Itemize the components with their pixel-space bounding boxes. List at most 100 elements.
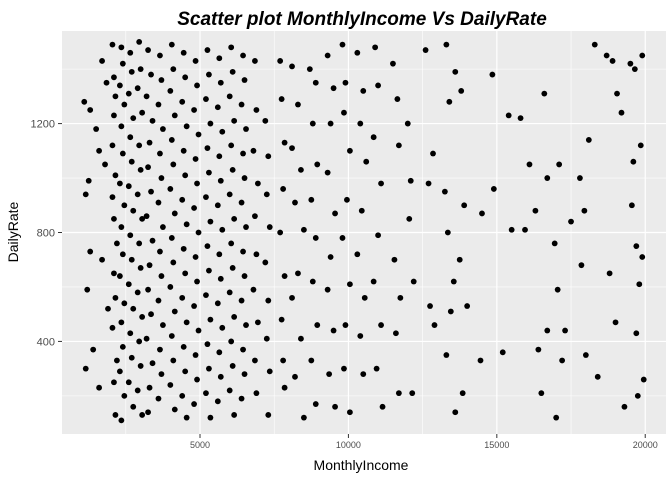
data-point (517, 115, 524, 122)
data-point (630, 158, 637, 165)
data-point (116, 273, 123, 279)
data-point (312, 79, 319, 86)
data-point (99, 58, 105, 64)
data-point (116, 180, 123, 187)
data-point (330, 85, 337, 92)
data-point (238, 395, 245, 402)
data-point (192, 254, 199, 260)
data-point (280, 186, 287, 192)
data-point (298, 166, 304, 173)
data-point (155, 297, 162, 304)
data-point (134, 387, 141, 394)
data-point (149, 117, 156, 124)
data-point (277, 58, 284, 64)
data-point (195, 131, 202, 138)
data-point (231, 314, 238, 320)
data-point (606, 270, 613, 277)
data-point (85, 177, 92, 184)
data-point (633, 330, 640, 337)
x-tick-label: 10000 (336, 440, 361, 450)
data-point (308, 196, 315, 203)
data-point (93, 126, 100, 132)
data-point (146, 139, 153, 146)
data-point (109, 194, 116, 201)
data-point (532, 207, 539, 214)
data-point (229, 264, 236, 271)
data-point (148, 311, 154, 318)
data-point (344, 196, 350, 203)
data-point (332, 210, 338, 217)
data-point (393, 330, 399, 337)
data-point (146, 262, 153, 269)
data-point (490, 186, 497, 192)
data-point (194, 180, 200, 187)
data-point (450, 278, 457, 285)
data-point (204, 243, 211, 250)
data-point (241, 77, 248, 83)
data-point (204, 47, 211, 53)
data-point (207, 414, 214, 421)
data-point (295, 101, 301, 108)
data-point (180, 147, 187, 154)
data-point (354, 49, 361, 56)
data-point (628, 202, 635, 209)
data-point (544, 327, 551, 334)
data-point (262, 259, 269, 266)
data-point (118, 123, 125, 130)
data-point (479, 210, 485, 217)
data-point (226, 387, 233, 394)
data-point (452, 68, 459, 75)
data-point (130, 403, 137, 410)
data-point (228, 240, 235, 247)
data-point (370, 278, 377, 285)
data-point (206, 267, 212, 274)
data-point (146, 384, 153, 391)
data-point (191, 107, 197, 113)
data-point (167, 88, 174, 94)
data-point (441, 188, 448, 195)
data-point (292, 373, 298, 380)
data-point (160, 126, 166, 132)
x-tick-label: 20000 (633, 440, 658, 450)
data-point (203, 96, 209, 102)
y-tick-label: 800 (37, 228, 55, 240)
data-point (379, 403, 386, 410)
data-point (192, 352, 199, 358)
data-point (155, 101, 162, 108)
data-point (458, 88, 465, 94)
data-point (309, 120, 316, 127)
data-point (121, 101, 128, 108)
data-point (87, 248, 94, 255)
data-point (577, 175, 583, 181)
data-point (243, 224, 249, 230)
data-point (191, 303, 197, 309)
data-point (216, 349, 223, 356)
data-point (292, 199, 298, 206)
data-point (360, 88, 367, 94)
data-point (180, 343, 187, 350)
data-point (182, 368, 189, 375)
data-point (143, 93, 150, 100)
data-point (231, 117, 238, 124)
data-point (168, 235, 175, 241)
data-point (390, 60, 396, 67)
data-point (192, 58, 199, 64)
data-point (145, 409, 151, 416)
data-point (134, 191, 141, 198)
data-point (342, 322, 349, 328)
data-point (253, 251, 260, 258)
data-point (168, 137, 175, 143)
data-point (216, 251, 223, 258)
data-point (300, 414, 307, 421)
data-point (228, 44, 235, 51)
data-point (425, 180, 432, 187)
data-point (136, 142, 143, 149)
data-point (90, 346, 97, 353)
data-point (324, 52, 331, 59)
data-point (538, 390, 545, 397)
data-point (339, 235, 346, 241)
data-point (427, 303, 433, 309)
data-point (170, 357, 177, 364)
data-point (347, 147, 353, 154)
data-point (183, 319, 190, 326)
